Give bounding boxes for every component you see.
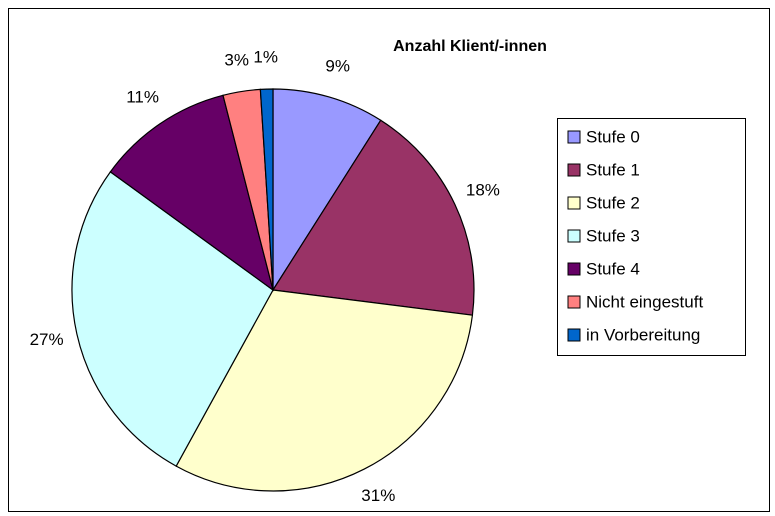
legend-box bbox=[557, 118, 746, 356]
pie-slice bbox=[71, 171, 274, 467]
legend-swatch bbox=[567, 163, 581, 177]
legend-label: Stufe 0 bbox=[586, 127, 640, 146]
legend-label: Stufe 2 bbox=[586, 193, 640, 212]
data-label: 11% bbox=[126, 88, 159, 107]
data-label: 18% bbox=[466, 181, 500, 200]
pie-slice bbox=[175, 289, 474, 492]
data-label: 31% bbox=[361, 486, 395, 505]
pie-slice bbox=[259, 88, 274, 291]
legend-swatch bbox=[567, 196, 581, 210]
legend-label: Stufe 3 bbox=[586, 226, 640, 245]
pie-slice bbox=[109, 94, 274, 292]
data-label: 9% bbox=[325, 57, 350, 76]
chart-title: Anzahl Klient/-innen bbox=[393, 38, 547, 55]
legend-swatch bbox=[567, 229, 581, 243]
legend-swatch bbox=[567, 328, 581, 342]
data-label: 27% bbox=[30, 330, 64, 349]
legend-swatch bbox=[567, 130, 581, 144]
pie-slice bbox=[271, 119, 475, 316]
legend-swatch bbox=[567, 295, 581, 309]
pie-slice bbox=[272, 88, 382, 293]
legend-label: in Vorbereitung bbox=[586, 325, 700, 344]
legend-swatch bbox=[567, 262, 581, 276]
data-label: 1% bbox=[253, 48, 278, 67]
legend-label: Nicht eingestuft bbox=[586, 292, 703, 311]
data-label: 3% bbox=[224, 50, 249, 69]
legend-label: Stufe 1 bbox=[586, 160, 640, 179]
legend-label: Stufe 4 bbox=[586, 259, 640, 278]
